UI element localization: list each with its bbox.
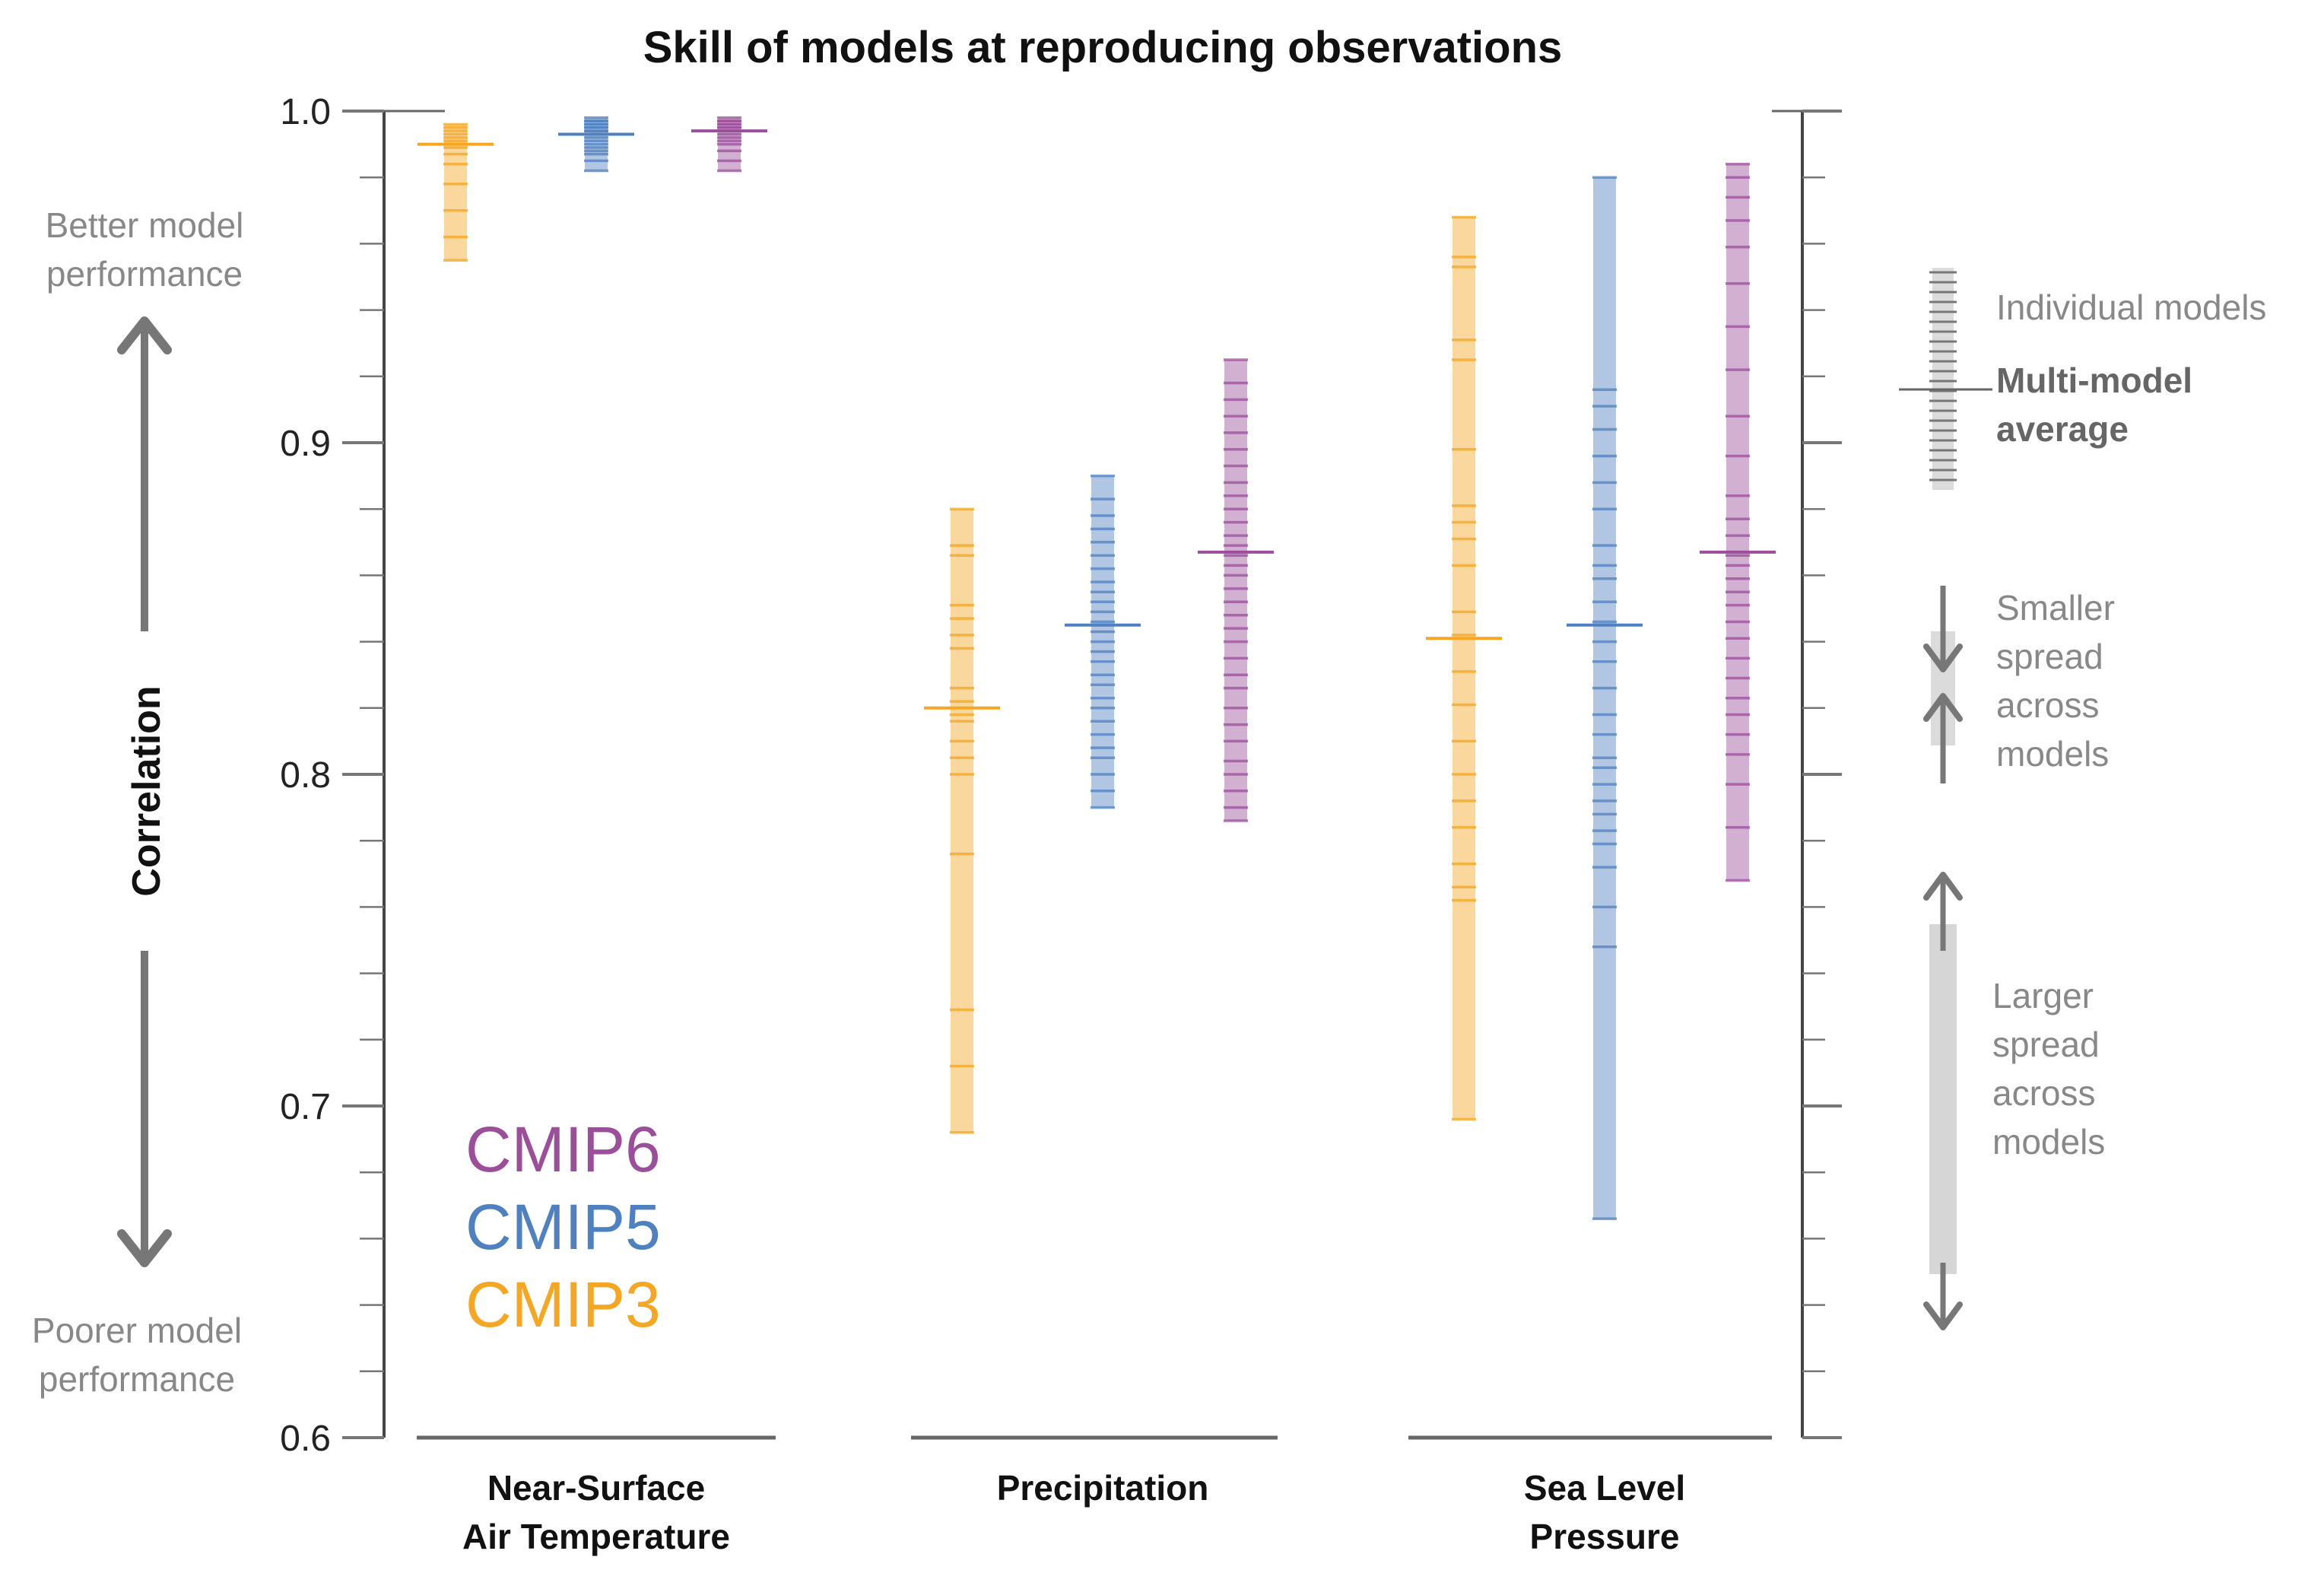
arrow-down-icon <box>1923 644 1963 672</box>
legend-item-cmip3: CMIP3 <box>465 1269 661 1340</box>
range-bar <box>1452 217 1475 1120</box>
series-strip-cmip3 <box>1426 215 1502 1121</box>
poorer-performance-label: Poorer model performance <box>32 1311 242 1399</box>
y-axis-label: Correlation <box>125 685 169 896</box>
series-strip-cmip6 <box>691 116 767 173</box>
key-larger-spread-label: across <box>1992 1073 2095 1113</box>
legend-item-cmip6: CMIP6 <box>465 1114 661 1185</box>
key-range-bar <box>1932 268 1954 490</box>
arrow-head-up-icon <box>117 316 172 354</box>
poorer-label-line2: performance <box>39 1359 235 1399</box>
key-panel: Individual models Multi-model average Small… <box>1899 268 2266 1330</box>
arrow-up-icon <box>1923 872 1963 901</box>
key-larger-spread-label: spread <box>1992 1025 2100 1064</box>
range-bar <box>1224 360 1247 822</box>
range-bar <box>1726 164 1749 881</box>
arrow-up-icon <box>1923 693 1963 722</box>
range-bar <box>1593 177 1616 1219</box>
y-tick-label: 1.0 <box>280 92 331 132</box>
key-average-label-line2: average <box>1996 409 2129 449</box>
arrow-down-icon <box>1923 1301 1963 1330</box>
y-tick-label: 0.6 <box>280 1419 331 1459</box>
larger-spread-bar <box>1929 924 1957 1274</box>
key-smaller-spread-label: across <box>1996 685 2099 725</box>
key-individual-models-label: Individual models <box>1996 288 2266 327</box>
series-strip-cmip5 <box>1567 176 1643 1220</box>
key-larger-spread-label: Larger <box>1992 976 2094 1015</box>
series-strip-cmip5 <box>558 116 634 173</box>
performance-double-arrow <box>117 316 172 1267</box>
key-smaller-spread-label: spread <box>1996 637 2103 676</box>
key-larger-spread-label: models <box>1992 1122 2105 1162</box>
key-smaller-spread-label: models <box>1996 734 2109 774</box>
series-strip-cmip5 <box>1065 474 1141 809</box>
x-category-label: Near-Surface <box>487 1468 705 1508</box>
arrow-head-down-icon <box>117 1229 172 1267</box>
better-label-line2: performance <box>46 254 243 294</box>
x-category-label: Air Temperature <box>462 1517 730 1556</box>
series-strip-cmip3 <box>924 507 1000 1134</box>
y-tick-label: 0.8 <box>280 755 331 796</box>
key-average-label-line1: Multi-model <box>1996 361 2192 400</box>
y-tick-label: 0.7 <box>280 1087 331 1127</box>
chart-title: Skill of models at reproducing observati… <box>643 23 1563 72</box>
series-strip-cmip6 <box>1700 163 1776 882</box>
series-strip-cmip6 <box>1198 358 1274 822</box>
better-label-line1: Better model <box>46 205 244 245</box>
x-category-labels: Near-Surface Air Temperature Precipitation… <box>462 1468 1685 1556</box>
range-bar <box>951 509 973 1133</box>
better-performance-label: Better model performance <box>46 205 244 294</box>
series-strip-cmip3 <box>417 122 494 262</box>
poorer-label-line1: Poorer model <box>32 1311 242 1350</box>
x-category-label: Precipitation <box>997 1468 1209 1508</box>
axes: 0.6 0.7 0.8 0.9 1.0 <box>280 92 1842 1459</box>
plot-marks <box>417 116 1776 1220</box>
legend-item-cmip5: CMIP5 <box>465 1191 661 1263</box>
x-category-label: Sea Level <box>1524 1468 1685 1508</box>
y-tick-label: 0.9 <box>280 424 331 464</box>
key-smaller-spread-label: Smaller <box>1996 588 2115 628</box>
x-category-label: Pressure <box>1530 1517 1680 1556</box>
